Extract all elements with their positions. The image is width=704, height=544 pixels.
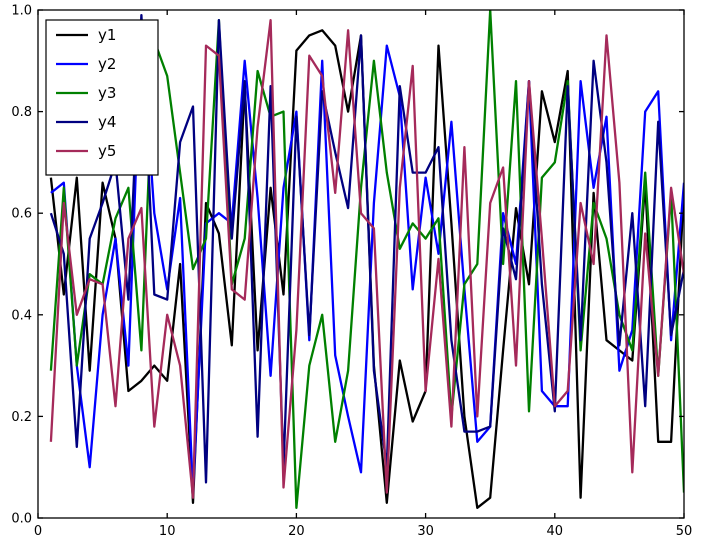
series-line-y2	[50, 24, 684, 494]
legend: y1 y2 y3 y4 y5	[45, 19, 159, 176]
series-line-y5	[49, 19, 684, 499]
x-tick-label: 10	[159, 524, 176, 539]
series-line-y4	[49, 13, 684, 484]
y-tick-label: 0.2	[11, 410, 32, 425]
x-tick-label: 30	[417, 524, 434, 539]
x-tick-label: 40	[547, 524, 564, 539]
legend-label-y2: y2	[98, 55, 116, 73]
y-tick-label: 0.8	[11, 105, 32, 120]
y-tick-label: 0.6	[11, 207, 32, 222]
legend-label-y3: y3	[98, 84, 116, 102]
y-tick-label: 0.0	[11, 512, 32, 527]
legend-label-y4: y4	[98, 113, 116, 131]
x-tick-label: 20	[288, 524, 305, 539]
legend-box	[45, 19, 159, 176]
legend-label-y1: y1	[98, 26, 116, 44]
y-tick-label: 1.0	[11, 4, 32, 19]
x-tick-label: 0	[34, 524, 42, 539]
y-tick-label: 0.4	[11, 308, 32, 323]
x-tick-label: 50	[676, 524, 693, 539]
legend-label-y5: y5	[98, 142, 116, 160]
axes-frame	[37, 9, 685, 519]
